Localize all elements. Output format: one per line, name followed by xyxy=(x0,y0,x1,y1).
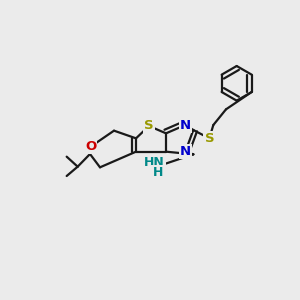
Text: H: H xyxy=(152,166,163,179)
Text: N: N xyxy=(180,118,191,131)
Text: S: S xyxy=(205,132,214,145)
Text: S: S xyxy=(144,119,154,133)
Text: HN: HN xyxy=(144,156,165,170)
Text: O: O xyxy=(85,140,96,153)
Text: N: N xyxy=(180,145,191,158)
